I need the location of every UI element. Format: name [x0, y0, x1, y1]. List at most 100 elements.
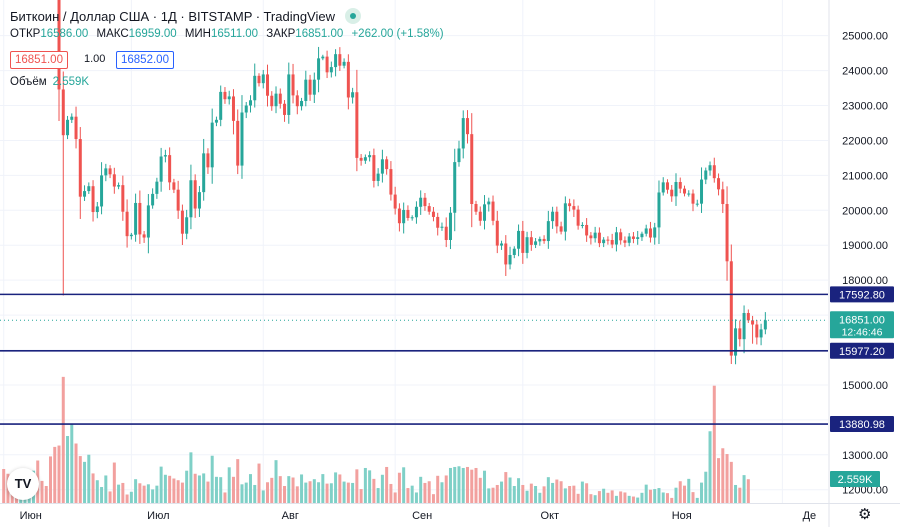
volume-bar: [648, 489, 652, 503]
y-tick-label: 21000.00: [842, 170, 888, 182]
volume-bar: [436, 475, 440, 503]
candle-body: [763, 320, 767, 330]
volume-bar: [465, 466, 469, 503]
volume-bar: [283, 486, 287, 503]
volume-bar: [304, 482, 308, 503]
candle-body: [159, 156, 163, 182]
volume-bar: [546, 477, 550, 503]
volume-bar: [521, 484, 525, 503]
buy-price-button[interactable]: 16852.00: [116, 51, 174, 69]
candle-body: [491, 201, 495, 221]
candle-body: [91, 186, 95, 213]
volume-bar: [444, 475, 448, 503]
candle-body: [406, 209, 410, 218]
volume-bar: [368, 470, 372, 503]
bar-countdown-label: 12:46:46: [842, 326, 883, 338]
volume-bar: [138, 483, 142, 503]
volume-bar: [470, 469, 474, 503]
volume-bar: [674, 487, 678, 503]
candle-body: [117, 185, 121, 187]
candle-body: [648, 228, 652, 238]
candle-body: [308, 79, 312, 95]
volume-bar: [83, 461, 87, 503]
volume-bar: [219, 477, 223, 503]
level-price-label: 15977.20: [839, 346, 885, 358]
candle-body: [87, 186, 91, 192]
candle-body: [585, 224, 589, 236]
candle-body: [66, 119, 70, 136]
y-tick-label: 19000.00: [842, 240, 888, 252]
candle-body: [134, 202, 138, 235]
candle-body: [738, 328, 742, 340]
volume-bar: [538, 492, 542, 503]
horizontal-levels[interactable]: [0, 293, 828, 425]
volume-bar: [708, 431, 712, 503]
volume-bar: [176, 480, 180, 503]
volume-bar: [695, 497, 699, 503]
volume-bar: [244, 482, 248, 503]
volume-bar: [214, 476, 218, 503]
volume-bar: [704, 471, 708, 503]
candle-body: [661, 182, 665, 193]
high-label: МАКС: [96, 28, 129, 40]
volume-bar: [597, 491, 601, 503]
candle-body: [674, 182, 678, 197]
volume-bar: [746, 479, 750, 503]
candle-body: [376, 173, 380, 181]
candle-body: [551, 211, 555, 222]
candle-body: [70, 116, 74, 120]
volume-bar: [104, 475, 108, 503]
gear-icon[interactable]: ⚙: [858, 506, 872, 523]
candle-body: [606, 239, 610, 241]
volume-bar: [397, 472, 401, 503]
volume-bar: [568, 486, 572, 503]
candle-body: [397, 208, 401, 224]
y-tick-label: 23000.00: [842, 101, 888, 113]
candle-body: [300, 100, 304, 107]
volume-bar: [240, 484, 244, 503]
volume-bar: [427, 481, 431, 503]
volume-bar: [2, 469, 6, 503]
volume-bar: [223, 492, 227, 503]
volume-bar: [461, 467, 465, 503]
candle-body: [563, 203, 567, 232]
volume-bar: [414, 492, 418, 503]
high-value: 16959.00: [128, 28, 177, 40]
candle-body: [623, 240, 627, 243]
close-label: ЗАКР: [266, 28, 296, 40]
time-axis[interactable]: Июн Июл Авг Сен Окт Ноя Де: [20, 510, 817, 522]
x-tick-label: Де: [803, 510, 817, 522]
volume-bar: [372, 478, 376, 503]
candle-body: [542, 238, 546, 242]
volume-bar: [504, 472, 508, 503]
candle-body: [219, 91, 223, 120]
volume-badge-label: 2.559K: [838, 474, 874, 486]
symbol-header[interactable]: Биткоин / Доллар США · 1Д · BITSTAMP · T…: [10, 8, 361, 24]
sell-price-button[interactable]: 16851.00: [10, 51, 68, 69]
candle-body: [653, 227, 657, 238]
level-price-badge: [830, 342, 894, 359]
volume-bar: [678, 481, 682, 503]
volume-bar: [619, 491, 623, 503]
volume-bar: [389, 483, 393, 503]
volume-bar: [317, 482, 321, 503]
candle-body: [278, 93, 282, 104]
volume-bar: [500, 481, 504, 503]
volume-bar: [512, 486, 516, 503]
candle-body: [759, 329, 763, 338]
candle-body: [368, 155, 372, 158]
volume-bar: [312, 479, 316, 503]
candle-body: [512, 248, 516, 256]
candle-body: [589, 235, 593, 239]
candle-body: [151, 193, 155, 206]
candle-body: [627, 236, 631, 243]
tradingview-logo-icon[interactable]: TV: [7, 468, 39, 500]
candle-body: [214, 119, 218, 123]
volume-bar: [117, 484, 121, 503]
candle-body: [495, 220, 499, 246]
candle-body: [359, 157, 363, 161]
volume-bar: [125, 494, 129, 503]
volume-bar: [342, 481, 346, 503]
volume-legend: Объём 2.559K: [10, 76, 89, 88]
